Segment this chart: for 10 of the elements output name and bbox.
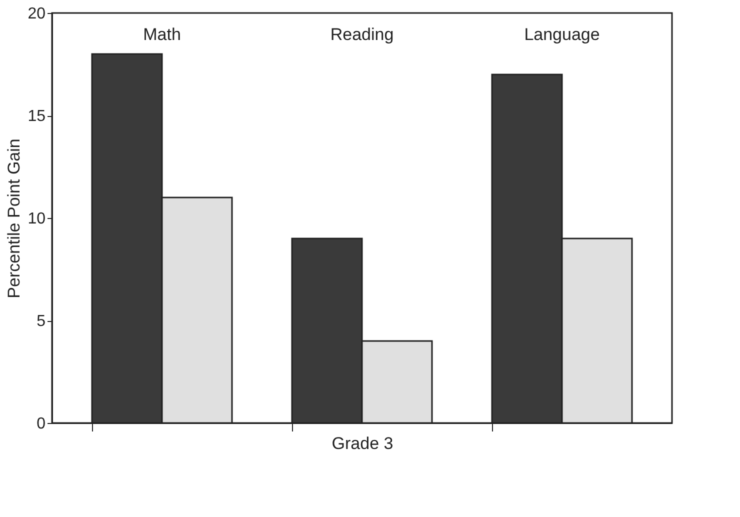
y-tick-label: 5 (36, 313, 46, 330)
x-tick-label: Language (524, 25, 600, 44)
x-axis-title: Grade 3 (332, 434, 394, 453)
x-tick-label: Reading (330, 25, 394, 44)
x-tick-label: Math (143, 25, 181, 44)
y-axis-title: Percentile Point Gain (4, 138, 24, 298)
y-tick-label: 10 (28, 210, 46, 228)
y-tick-label: 0 (36, 416, 46, 432)
y-tick-label: 20 (28, 6, 46, 22)
y-tick-label: 15 (28, 108, 46, 125)
